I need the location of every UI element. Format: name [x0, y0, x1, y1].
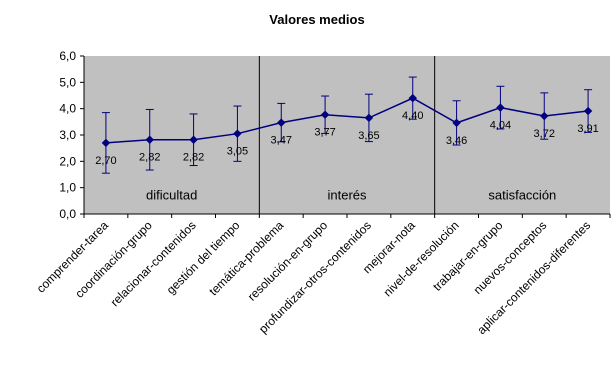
data-point [583, 106, 593, 116]
data-label: 2,82 [139, 152, 160, 164]
group-label: interés [327, 188, 367, 203]
data-point [540, 111, 549, 121]
data-label: 2,70 [95, 155, 116, 167]
data-label: 3,72 [534, 128, 555, 140]
data-point [496, 103, 505, 112]
data-label: 3,77 [314, 127, 335, 139]
x-tick-label: gestión del tiempo [164, 218, 243, 297]
y-tick-label: 6,0 [59, 49, 76, 63]
chart-title: Valores medios [269, 12, 364, 27]
x-tick-label: resolución-en-grupo [245, 218, 331, 304]
x-tick-label: coordinación-grupo [72, 218, 155, 301]
data-label: 4,04 [490, 120, 511, 132]
series-line [105, 97, 589, 144]
data-label: 3,05 [227, 146, 248, 158]
data-point [189, 135, 198, 144]
data-point [320, 110, 330, 119]
y-tick-label: 0,0 [59, 207, 76, 221]
data-point [101, 138, 111, 148]
data-label: 3,47 [271, 135, 292, 147]
data-label: 3,65 [358, 130, 379, 142]
y-tick-label: 4,0 [59, 102, 76, 116]
data-label: 3,91 [577, 123, 598, 135]
data-point [364, 113, 374, 123]
group-label: satisfacción [488, 188, 556, 203]
x-tick-label: nivel-de-resolución [381, 218, 462, 299]
data-label: 4,40 [402, 110, 423, 122]
y-tick-label: 3,0 [59, 128, 76, 142]
y-tick-label: 1,0 [59, 181, 76, 195]
group-layer [258, 56, 436, 214]
series-layer [101, 76, 593, 174]
plot-area [84, 56, 610, 214]
x-tick-label: temática-problema [206, 218, 286, 298]
x-tick-label: relacionar-contenidos [108, 218, 199, 309]
y-tick-label: 2,0 [59, 154, 76, 168]
data-point [408, 93, 417, 103]
x-tick-label: comprender-tarea [34, 218, 112, 296]
x-tick-label: nuevos-conceptos [471, 218, 550, 297]
label-layer: dificultad interés satisfacción 2,70 2,82 2,8… [95, 110, 599, 202]
data-label: 3,46 [446, 135, 467, 147]
y-tick-label: 5,0 [59, 75, 76, 89]
group-label: dificultad [146, 188, 197, 203]
data-point [277, 118, 286, 127]
data-point [233, 129, 242, 138]
data-point [452, 118, 461, 128]
data-point [145, 135, 154, 144]
data-label: 2,82 [183, 152, 204, 164]
